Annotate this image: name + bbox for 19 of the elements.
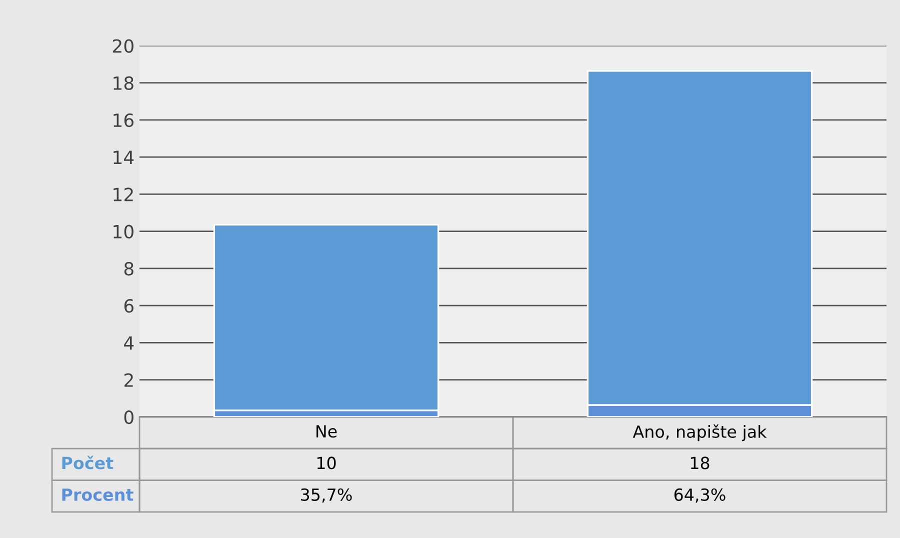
- x-tick-label: Ano, napište jak: [632, 424, 767, 442]
- y-tick-label: 8: [124, 262, 134, 276]
- y-tick-label: 10: [114, 224, 134, 238]
- data-label: 35,7%: [301, 488, 352, 503]
- x-tick-label: Ne: [316, 425, 337, 438]
- y-tick-label: 16: [114, 113, 134, 128]
- y-tick-label: 12: [114, 188, 133, 202]
- text: Počet: [62, 456, 114, 470]
- data-label: 18: [690, 456, 710, 470]
- text: Procent: [62, 488, 134, 501]
- data-label: 64,3%: [674, 488, 726, 503]
- y-tick-label: 6: [124, 299, 134, 313]
- data-label: 10: [317, 456, 336, 470]
- y-tick-label: 20: [112, 39, 134, 53]
- y-tick-label: 18: [114, 76, 134, 90]
- y-tick-label: 0: [124, 410, 134, 424]
- y-tick-label: 14: [114, 150, 134, 164]
- y-tick-label: 2: [124, 373, 133, 387]
- y-tick-label: 4: [124, 336, 134, 350]
